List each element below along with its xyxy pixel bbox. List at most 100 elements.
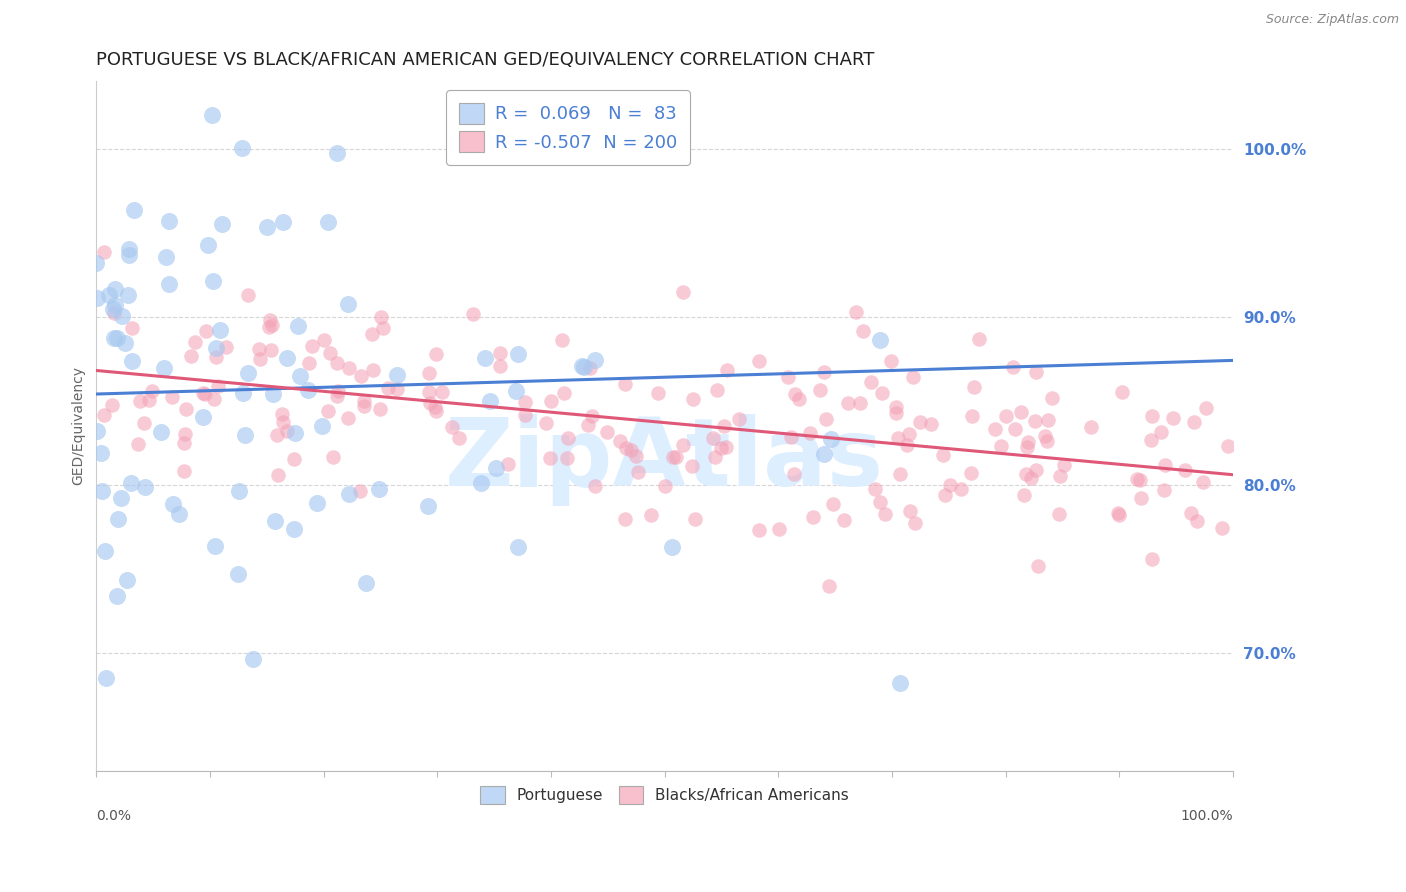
Point [101,398,124,412]
Point [748,353,770,368]
Point [581,409,603,423]
Point [425,347,447,361]
Point [287,319,309,334]
Point [207,379,229,393]
Point [297,384,319,398]
Point [118,243,141,257]
Point [555,450,578,465]
Point [1053,458,1076,473]
Legend: Portuguese, Blacks/African Americans: Portuguese, Blacks/African Americans [472,779,856,811]
Point [270,407,292,421]
Point [117,287,139,301]
Point [247,343,270,357]
Point [540,394,562,409]
Point [326,145,349,160]
Point [195,324,218,338]
Point [470,476,492,491]
Point [440,420,463,434]
Point [551,334,574,348]
Point [672,438,695,452]
Point [901,369,924,384]
Point [259,313,281,327]
Point [316,215,339,229]
Point [276,351,298,365]
Point [86,424,108,438]
Point [463,307,485,321]
Point [672,285,695,299]
Point [211,218,233,232]
Point [157,214,180,228]
Point [1180,506,1202,520]
Point [1130,491,1153,506]
Point [105,590,128,604]
Point [110,310,132,324]
Point [215,340,238,354]
Point [647,385,669,400]
Point [823,496,845,510]
Point [326,389,349,403]
Point [418,385,440,400]
Point [506,347,529,361]
Point [191,386,214,401]
Point [702,431,724,445]
Point [873,507,896,521]
Text: PORTUGUESE VS BLACK/AFRICAN AMERICAN GED/EQUIVALENCY CORRELATION CHART: PORTUGUESE VS BLACK/AFRICAN AMERICAN GED… [97,51,875,69]
Point [1038,413,1060,427]
Point [820,433,842,447]
Point [716,362,738,376]
Point [202,392,225,407]
Point [264,514,287,528]
Point [1010,404,1032,418]
Point [103,306,125,320]
Point [1024,414,1046,428]
Point [367,482,389,496]
Point [205,351,228,365]
Point [110,491,132,505]
Point [704,450,727,464]
Point [316,404,339,418]
Point [104,298,127,312]
Point [1185,514,1208,528]
Point [967,332,990,346]
Point [661,450,683,464]
Point [370,310,392,324]
Point [231,141,253,155]
Point [337,360,360,375]
Point [849,396,872,410]
Point [880,354,903,368]
Point [1140,552,1163,566]
Point [1216,439,1239,453]
Point [242,651,264,665]
Point [107,512,129,526]
Point [681,458,703,473]
Point [983,422,1005,436]
Point [236,288,259,302]
Point [799,425,821,440]
Point [813,365,835,379]
Point [284,426,307,441]
Point [174,402,197,417]
Point [1026,558,1049,573]
Point [235,428,257,442]
Point [852,324,875,338]
Point [904,516,927,531]
Point [1140,409,1163,423]
Point [488,346,510,360]
Point [538,451,561,466]
Point [307,496,329,510]
Point [1150,425,1173,439]
Point [236,366,259,380]
Point [576,417,599,432]
Point [614,377,637,392]
Point [283,451,305,466]
Point [360,327,382,342]
Point [353,393,375,408]
Point [93,244,115,259]
Point [609,434,631,448]
Point [583,479,606,493]
Point [290,368,312,383]
Point [498,458,520,472]
Point [884,406,907,420]
Point [354,576,377,591]
Point [706,383,728,397]
